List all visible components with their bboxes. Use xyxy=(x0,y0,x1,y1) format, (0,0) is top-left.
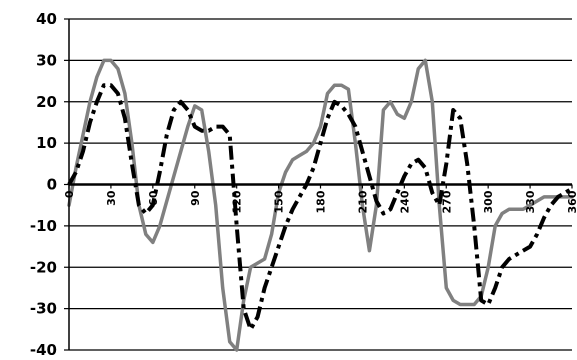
series-line-dashed xyxy=(67,83,574,332)
x-tick-label: 330 xyxy=(524,190,537,213)
x-tick-labels: 0 30 60 90 120 150 180 210 240 270 300 330 360 xyxy=(63,190,577,213)
x-tick-label: 0 xyxy=(63,190,76,198)
grid xyxy=(69,18,572,351)
axes xyxy=(64,18,573,351)
y-tick-label: 20 xyxy=(36,93,57,111)
x-tick-label: 150 xyxy=(273,190,286,213)
series-group xyxy=(67,58,574,352)
x-tick-label: 270 xyxy=(440,190,453,213)
x-tick-label: 90 xyxy=(189,190,202,206)
series-line-solid xyxy=(67,58,574,352)
x-tick-label: 300 xyxy=(482,190,495,213)
y-tick-label: -40 xyxy=(30,341,57,359)
x-tick-label: 360 xyxy=(566,190,577,213)
x-tick-label: 240 xyxy=(398,190,411,213)
y-tick-label: 10 xyxy=(36,134,57,152)
x-tick-label: 60 xyxy=(147,190,160,206)
x-tick-label: 180 xyxy=(315,190,328,213)
y-tick-label: -30 xyxy=(30,300,57,318)
y-tick-label: 40 xyxy=(36,10,57,28)
y-tick-label: -10 xyxy=(30,217,57,235)
y-tick-label: 30 xyxy=(36,51,57,69)
y-tick-label: -20 xyxy=(30,258,57,276)
x-tick-label: 30 xyxy=(105,190,118,206)
x-tick-label: 210 xyxy=(356,190,369,213)
x-tick-label: 120 xyxy=(231,190,244,213)
y-tick-labels: 40 30 20 10 0 -10 -20 -30 -40 xyxy=(30,10,57,359)
y-tick-label: 0 xyxy=(47,176,57,194)
